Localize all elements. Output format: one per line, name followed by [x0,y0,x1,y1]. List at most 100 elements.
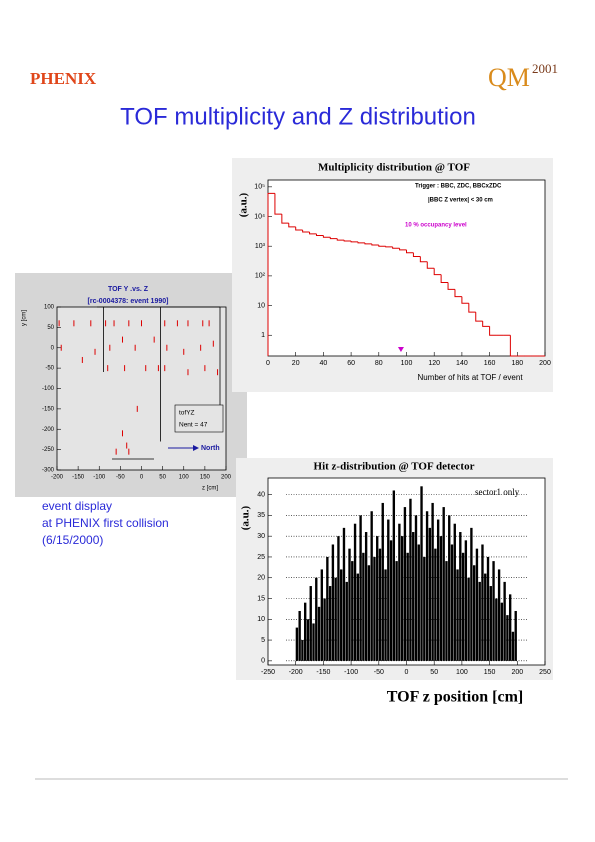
annotation: |BBC Z vertex| < 30 cm [428,198,493,204]
hist-step [309,232,317,235]
hist-bar [389,540,393,661]
x-tick-label: -250 [261,669,275,676]
hist-bar [295,627,299,661]
x-tick-label: 200 [221,475,232,481]
plot-area [267,179,546,357]
hist-bar [459,532,462,661]
hist-bar [406,552,409,661]
hist-bar [439,536,443,661]
logo-right: QM [488,63,530,92]
hist-bar [461,552,465,661]
hist-bar [359,515,362,661]
hist-step [433,268,442,276]
hist-bar [351,561,354,661]
hist-bar [353,523,357,661]
hist-step [288,223,296,228]
y-tick-label: 10⁵ [254,184,265,191]
hist-bar [362,552,365,661]
hist-step [475,312,483,322]
hist-step [454,289,462,298]
hist-step [468,303,476,313]
hist-bar [334,577,337,661]
hist-bar [312,623,315,661]
y-tick-label: 0 [51,345,55,351]
hist-bar [453,523,456,661]
y-tick-label: -300 [42,468,55,474]
stats-entries: Nent = 47 [179,422,208,429]
hist-bar [301,640,304,661]
hist-bar [445,561,448,661]
hist-bar [378,548,382,661]
hist-bar [409,498,412,661]
chart-subtitle: [rc-0004378: event 1990] [88,298,169,305]
x-tick-label: -50 [116,475,125,481]
x-tick-label: -100 [93,475,106,481]
x-tick-label: -200 [51,475,64,481]
hist-bar [428,527,432,661]
annotation: 10 % occupancy level [405,223,467,229]
hist-bar [508,594,512,661]
x-axis-label: Number of hits at TOF / event [417,373,523,382]
hist-bar [486,556,490,661]
hist-bar [370,511,373,661]
x-tick-label: 40 [320,360,328,367]
x-tick-label: 0 [266,360,270,367]
hist-bar [400,536,404,661]
chart-title: Multiplicity distribution @ TOF [318,162,470,174]
hist-step [281,214,289,224]
hist-bar [412,532,415,661]
hist-bar [481,544,484,661]
y-tick-label: 15 [257,595,265,602]
hist-bar [497,569,501,661]
hist-bar [403,507,407,661]
hist-bar [431,502,434,661]
x-tick-label: -100 [344,669,358,676]
x-tick-label: 120 [428,360,440,367]
hist-bar [489,586,492,661]
caption: (6/15/2000) [42,533,103,547]
annotation: Trigger : BBC, ZDC, BBCxZDC [415,184,502,190]
y-tick-label: -200 [42,427,55,433]
hist-step [378,244,386,247]
x-tick-label: 50 [159,475,166,481]
hist-bar [425,511,429,661]
hist-step [322,235,331,238]
hist-bar [331,544,335,661]
y-tick-label: 10² [255,273,266,280]
hist-step [274,193,282,215]
x-tick-label: 140 [456,360,468,367]
hist-bar [500,602,504,661]
hist-step [412,252,421,257]
x-tick-label: -150 [316,669,330,676]
y-axis-label: (a.u.) [238,192,250,217]
hist-step [385,246,393,248]
hist-bar [423,556,426,661]
y-tick-label: 5 [261,637,265,644]
hist-bar [464,540,468,661]
y-tick-label: 25 [257,554,265,561]
hist-bar [306,619,310,661]
hist-bar [364,532,368,661]
hist-bar [495,598,498,661]
direction-label: North [201,445,220,452]
y-axis-label: y [cm] [22,310,28,326]
caption: at PHENIX first collision [42,516,169,530]
hist-bar [387,519,390,661]
hist-step [399,248,407,251]
hist-step [426,261,435,269]
chart-title: Hit z-distribution @ TOF detector [314,461,475,473]
x-tick-label: 100 [179,475,190,481]
x-tick-label: 200 [539,360,551,367]
x-tick-label: 0 [405,669,409,676]
hist-step [482,321,490,327]
stats-name: tofYZ [179,410,195,417]
x-tick-label: 50 [430,669,438,676]
y-tick-label: 50 [47,325,54,331]
hist-bar [337,536,340,661]
hist-bar [340,569,343,661]
hist-bar [475,548,479,661]
x-tick-label: 180 [511,360,523,367]
x-tick-label: -200 [289,669,303,676]
x-tick-label: 100 [456,669,468,676]
